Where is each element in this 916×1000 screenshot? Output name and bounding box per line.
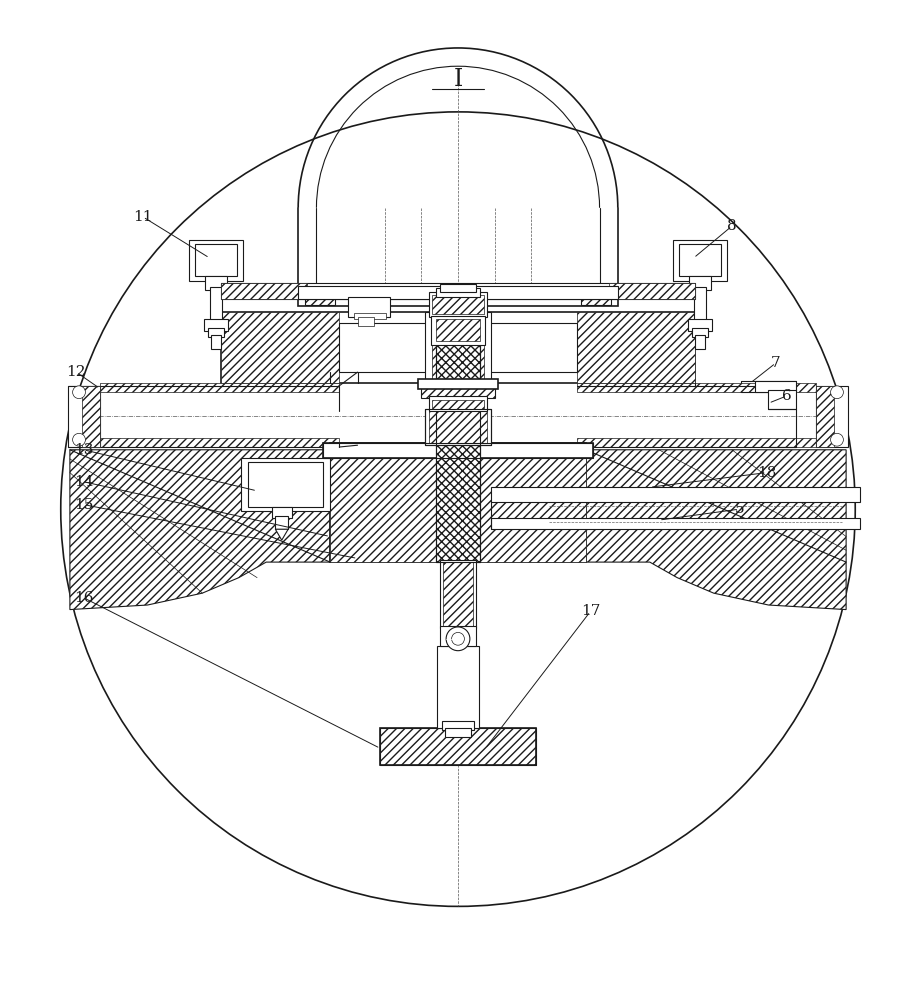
Bar — [354, 313, 386, 319]
Text: 14: 14 — [74, 475, 93, 489]
Text: 18: 18 — [757, 466, 777, 480]
Bar — [445, 728, 471, 737]
Bar — [189, 240, 244, 281]
Circle shape — [72, 386, 85, 399]
Bar — [436, 306, 480, 562]
Bar — [322, 443, 594, 458]
Bar — [429, 396, 487, 411]
Bar — [272, 507, 292, 518]
Bar — [440, 626, 476, 646]
Bar — [357, 317, 374, 326]
Bar — [425, 409, 491, 445]
Bar — [577, 438, 816, 447]
Bar — [577, 383, 816, 392]
Bar — [577, 312, 695, 383]
Bar — [299, 286, 617, 306]
Text: 11: 11 — [133, 210, 153, 224]
Bar — [440, 284, 476, 292]
Circle shape — [60, 112, 856, 906]
Text: 6: 6 — [782, 389, 791, 403]
Bar — [769, 390, 796, 409]
Bar — [418, 379, 498, 389]
Polygon shape — [70, 450, 330, 610]
Bar — [491, 518, 860, 529]
Circle shape — [72, 433, 85, 446]
Text: 16: 16 — [74, 591, 93, 605]
Bar — [480, 443, 586, 562]
Polygon shape — [276, 529, 289, 540]
Text: 7: 7 — [771, 356, 780, 370]
Circle shape — [831, 433, 844, 446]
Bar — [425, 312, 491, 383]
Bar — [443, 562, 473, 626]
Bar — [348, 297, 389, 317]
Bar — [299, 286, 617, 299]
Bar — [582, 288, 611, 305]
Bar — [429, 411, 487, 443]
Bar — [421, 387, 495, 398]
Text: I: I — [453, 68, 463, 91]
Bar — [211, 335, 222, 349]
Bar — [204, 319, 228, 331]
Circle shape — [831, 386, 844, 399]
Bar — [688, 319, 712, 331]
Bar — [672, 240, 727, 281]
Text: 5: 5 — [735, 502, 744, 516]
Bar — [436, 443, 480, 562]
Bar — [432, 314, 484, 381]
Bar — [276, 516, 289, 529]
Bar — [436, 306, 480, 562]
Bar — [755, 381, 796, 392]
Bar — [432, 295, 484, 314]
Bar — [437, 646, 479, 728]
Bar — [380, 728, 536, 765]
Bar — [816, 386, 848, 447]
Bar — [442, 721, 474, 730]
Text: 8: 8 — [727, 219, 736, 233]
Bar — [100, 383, 339, 392]
Bar — [221, 283, 695, 299]
Bar — [491, 487, 860, 502]
Bar — [221, 312, 339, 383]
Bar — [322, 443, 594, 458]
Bar — [425, 409, 491, 445]
Bar — [432, 400, 484, 409]
Bar — [440, 560, 476, 628]
Text: 15: 15 — [74, 498, 93, 512]
Circle shape — [446, 627, 470, 651]
Bar — [431, 316, 485, 345]
Bar — [692, 328, 708, 337]
Bar — [339, 323, 577, 372]
Bar — [429, 292, 487, 317]
Bar — [679, 244, 721, 276]
Bar — [82, 386, 100, 447]
Bar — [816, 386, 834, 447]
Bar — [195, 244, 237, 276]
Bar — [210, 287, 223, 322]
Bar — [248, 462, 322, 507]
Bar — [241, 458, 330, 511]
Bar — [208, 328, 224, 337]
Text: 12: 12 — [67, 365, 86, 379]
Bar — [68, 386, 100, 447]
Bar — [608, 283, 695, 299]
Bar — [205, 276, 227, 290]
Bar — [100, 438, 339, 447]
Bar — [221, 283, 308, 299]
Bar — [689, 276, 711, 290]
Bar — [693, 287, 706, 322]
Bar — [305, 288, 334, 305]
Bar — [436, 319, 480, 341]
Bar — [436, 288, 480, 297]
Bar — [330, 443, 436, 562]
Polygon shape — [586, 450, 846, 610]
Circle shape — [452, 632, 464, 645]
Bar — [330, 443, 586, 562]
Text: 13: 13 — [74, 443, 93, 457]
Bar — [694, 335, 705, 349]
Text: 17: 17 — [581, 604, 600, 618]
Bar — [221, 312, 695, 383]
Bar — [380, 728, 536, 765]
